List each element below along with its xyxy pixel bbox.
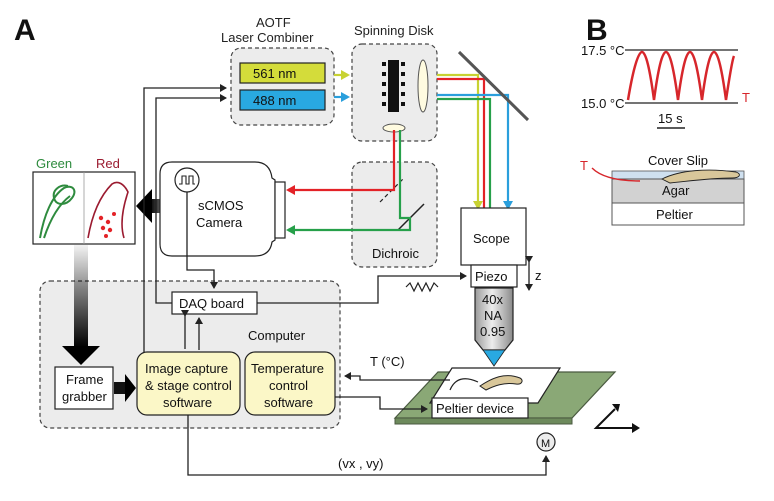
dichroic-label: Dichroic [372, 246, 419, 261]
panel-label-a: A [14, 14, 36, 47]
temperature-trace [626, 50, 736, 101]
aotf-box [230, 47, 335, 126]
image-flow-arrow-shaft [74, 245, 88, 347]
channel-label-red: Red [96, 156, 120, 171]
laser-488-label: 488 nm [253, 93, 296, 108]
temp-low-label: 15.0 °C [581, 96, 625, 111]
peltier-device-box [431, 397, 529, 419]
camera-label-1: sCMOS [198, 198, 244, 213]
pinhole-array [382, 62, 405, 106]
objective-na-label: NA [484, 308, 502, 323]
red-worm-image [87, 181, 129, 239]
camera-trigger-icon [174, 167, 200, 193]
cover-slip-label: Cover Slip [648, 153, 708, 168]
temperature-feedback-label: T (°C) [370, 354, 405, 369]
stage-arrow-head-up [612, 404, 620, 412]
image-capture-label-2: & stage control [145, 378, 232, 393]
objective-na-value: 0.95 [480, 324, 505, 339]
temperature-control-label-1: Temperature [251, 361, 324, 376]
trace-label: T [742, 90, 750, 105]
image-capture-label-1: Image capture [145, 361, 228, 376]
laser-561-label: 561 nm [253, 66, 296, 81]
scope-box [460, 207, 527, 266]
beam-blue-path [437, 93, 513, 210]
camera-label-2: Camera [196, 215, 243, 230]
stage-plate-front [394, 417, 573, 425]
camera-port [274, 181, 286, 239]
beam-yellow-path [437, 73, 483, 210]
laser-488-box [239, 89, 326, 111]
image-capture-label-3: software [163, 395, 212, 410]
probe-label: T [580, 158, 588, 173]
velocity-label: (vx , vy) [338, 456, 384, 471]
piezo-zigzag [405, 281, 439, 293]
stage-motor [536, 432, 556, 452]
aotf-title-1: AOTF [256, 15, 291, 30]
time-scale-label: 15 s [658, 111, 683, 126]
beam-red-camera [286, 130, 396, 195]
frame-grabber-label-2: grabber [62, 389, 107, 404]
stage-arrow-head-right [632, 423, 640, 433]
lens-vertical [417, 59, 429, 113]
motor-label: M [541, 438, 550, 450]
beam-green-return [437, 97, 492, 208]
spinning-disk-element [388, 60, 399, 112]
agar-label: Agar [662, 183, 690, 198]
probe-wire [591, 167, 641, 182]
frame-grabber-label-1: Frame [66, 372, 104, 387]
stage-direction-arrows [593, 408, 633, 429]
computer-label: Computer [248, 328, 306, 343]
piezo-box [470, 264, 518, 288]
temperature-probe [449, 378, 479, 391]
grabber-flow-arrow-head [125, 374, 136, 402]
image-flow-arrow-head [62, 346, 100, 365]
temperature-control-label-3: software [264, 395, 313, 410]
panel-label-b: B [586, 14, 608, 47]
peltier-layer [611, 202, 745, 226]
daq-board-label: DAQ board [179, 296, 244, 311]
beam-green-camera [286, 130, 412, 235]
grabber-flow-arrow-shaft [114, 382, 126, 394]
piezo-z-label: z [535, 268, 542, 283]
objective-magnification: 40x [482, 292, 503, 307]
frame-grabber-box [54, 366, 114, 410]
spinning-disk-title: Spinning Disk [354, 23, 434, 38]
worm-cross-section [660, 169, 740, 184]
piezo-label: Piezo [475, 269, 508, 284]
peltier-device-label: Peltier device [436, 401, 514, 416]
channel-label-green: Green [36, 156, 72, 171]
green-worm-image [39, 184, 76, 239]
objective-tip [482, 349, 506, 367]
dichroic-box [351, 161, 438, 268]
worm-on-stage [479, 375, 523, 391]
signal-wires [143, 84, 550, 476]
aotf-title-2: Laser Combiner [221, 30, 314, 45]
fold-mirror [457, 50, 530, 122]
laser-561-box [239, 62, 326, 84]
scope-label: Scope [473, 231, 510, 246]
temperature-control-label-2: control [269, 378, 308, 393]
temp-high-label: 17.5 °C [581, 43, 625, 58]
beam-red-return [437, 77, 486, 208]
peltier-layer-label: Peltier [656, 207, 694, 222]
agar-layer [611, 178, 745, 204]
temperature-control-box [244, 351, 336, 416]
trigger-pulse-glyph [179, 175, 195, 185]
